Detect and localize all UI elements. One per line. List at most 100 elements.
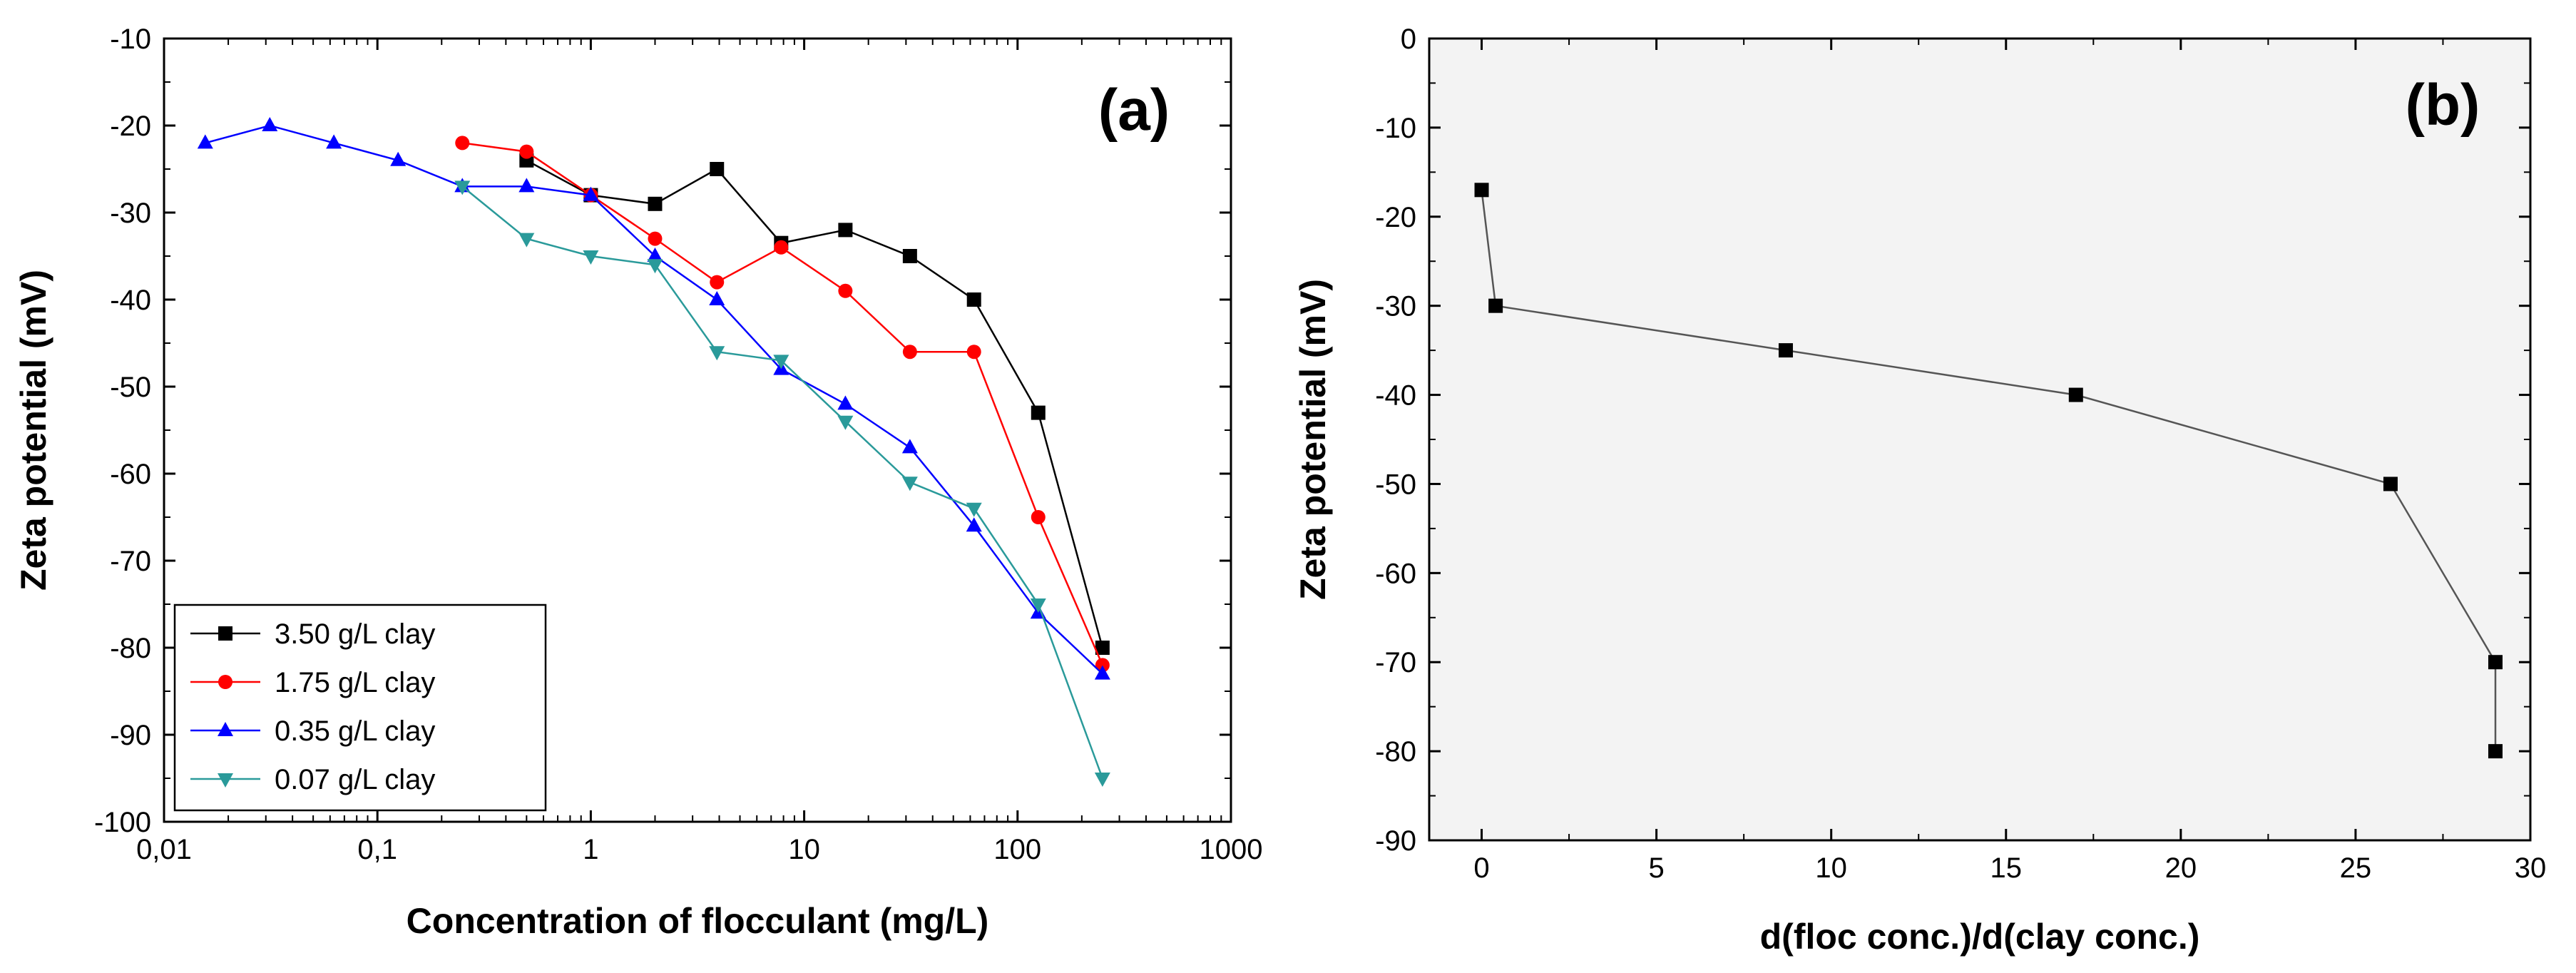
x-tick-label: 10 bbox=[788, 834, 820, 865]
data-point bbox=[648, 196, 663, 211]
data-point bbox=[1095, 641, 1110, 655]
data-point bbox=[1094, 665, 1110, 680]
legend-marker bbox=[218, 722, 233, 736]
y-tick-label: -20 bbox=[1375, 202, 1416, 233]
panel-b-label: (b) bbox=[2406, 73, 2480, 138]
data-point bbox=[773, 355, 789, 370]
data-point bbox=[455, 136, 470, 151]
data-point bbox=[326, 134, 342, 149]
x-tick-label: 100 bbox=[993, 834, 1041, 865]
data-point bbox=[902, 249, 917, 263]
data-point bbox=[1488, 298, 1503, 313]
data-point bbox=[648, 231, 663, 246]
data-point bbox=[1030, 598, 1046, 613]
data-point bbox=[902, 345, 917, 360]
data-point bbox=[838, 223, 853, 238]
data-point bbox=[901, 439, 918, 454]
y-tick-label: -90 bbox=[110, 720, 151, 751]
data-point bbox=[966, 502, 982, 517]
y-tick-label: -50 bbox=[1375, 469, 1416, 500]
legend-entry-3: 0.07 g/L clay bbox=[190, 764, 435, 795]
panel-a-chart: -100 -90 -80 -70 -60 -50 -40 -30 -20 -10 0,01 0,1 1… bbox=[14, 24, 1263, 941]
data-point bbox=[2068, 387, 2083, 402]
data-point bbox=[262, 117, 278, 131]
x-tick-label: 0,01 bbox=[136, 834, 192, 865]
data-point bbox=[583, 186, 599, 201]
panel-a-frame bbox=[163, 37, 1232, 823]
series-1 bbox=[455, 136, 1110, 673]
data-point bbox=[1095, 658, 1110, 673]
y-tick-label: -40 bbox=[1375, 380, 1416, 412]
data-point bbox=[1031, 510, 1046, 524]
legend-label: 3.50 g/L clay bbox=[275, 618, 435, 650]
x-tick-label: 5 bbox=[1648, 852, 1664, 884]
data-point bbox=[454, 180, 471, 195]
panel-b-plot-area bbox=[1429, 39, 2530, 840]
data-point bbox=[2488, 744, 2503, 759]
legend-marker bbox=[218, 773, 233, 788]
data-point bbox=[838, 283, 853, 298]
x-tick-label: 0,1 bbox=[357, 834, 397, 865]
y-tick-label: -80 bbox=[110, 633, 151, 664]
y-tick-label: -10 bbox=[110, 24, 151, 55]
y-tick-label: 0 bbox=[1401, 24, 1416, 55]
series-0 bbox=[1474, 183, 2503, 759]
data-point bbox=[583, 250, 599, 265]
data-point bbox=[390, 151, 407, 166]
y-tick-label: -70 bbox=[110, 546, 151, 577]
x-tick-label: 1000 bbox=[1200, 834, 1263, 865]
data-point bbox=[2383, 477, 2398, 491]
data-point bbox=[518, 178, 535, 193]
series-line bbox=[526, 159, 1104, 648]
data-point bbox=[1778, 343, 1793, 358]
y-tick-label: -100 bbox=[94, 807, 151, 838]
series-3 bbox=[454, 180, 1110, 787]
panel-b-x-axis-title: d(floc conc.)/d(clay conc.) bbox=[1760, 917, 2200, 957]
data-point bbox=[1031, 405, 1046, 420]
data-point bbox=[710, 275, 725, 290]
panel-a-x-axis-title: Concentration of flocculant (mg/L) bbox=[407, 901, 989, 941]
panel-b-frame bbox=[1428, 37, 2532, 842]
data-point bbox=[647, 259, 663, 274]
panel-b-y-axis-title: Zeta potential (mV) bbox=[1293, 279, 1333, 600]
y-tick-label: -30 bbox=[1375, 291, 1416, 322]
legend-marker bbox=[218, 626, 232, 641]
y-tick-label: -30 bbox=[110, 198, 151, 229]
y-tick-label: -50 bbox=[110, 372, 151, 403]
legend-entry-1: 1.75 g/L clay bbox=[190, 667, 435, 698]
x-tick-label: 0 bbox=[1473, 852, 1489, 884]
data-point bbox=[518, 233, 535, 248]
y-tick-label: -10 bbox=[1375, 113, 1416, 144]
panel-b-series bbox=[1474, 183, 2503, 759]
data-point bbox=[2488, 655, 2503, 670]
x-tick-label: 20 bbox=[2165, 852, 2197, 884]
x-tick-label: 30 bbox=[2515, 852, 2547, 884]
legend-label: 0.07 g/L clay bbox=[275, 764, 435, 795]
y-tick-label: -80 bbox=[1375, 736, 1416, 768]
panel-b-chart: -90 -80 -70 -60 -50 -40 -30 -20 -10 0 0 5 10 15 20 25 3… bbox=[1293, 24, 2547, 957]
data-point bbox=[966, 345, 981, 360]
y-tick-label: -40 bbox=[110, 285, 151, 316]
x-tick-label: 1 bbox=[583, 834, 598, 865]
y-tick-label: -60 bbox=[110, 459, 151, 490]
legend-label: 1.75 g/L clay bbox=[275, 667, 435, 698]
y-tick-label: -70 bbox=[1375, 647, 1416, 678]
panel-a-legend: 3.50 g/L clay 1.75 g/L clay 0.35 g/L clay 0… bbox=[173, 603, 547, 812]
data-point bbox=[837, 415, 854, 430]
data-point bbox=[709, 346, 725, 361]
data-point bbox=[519, 144, 534, 159]
panel-a-y-ticks: -100 -90 -80 -70 -60 -50 -40 -30 -20 -10 bbox=[94, 24, 1231, 838]
data-point bbox=[966, 292, 981, 307]
data-point bbox=[966, 517, 982, 532]
panel-a-label: (a) bbox=[1098, 78, 1170, 143]
legend-label: 0.35 g/L clay bbox=[275, 715, 435, 747]
x-tick-label: 10 bbox=[1815, 852, 1847, 884]
data-point bbox=[710, 162, 725, 176]
panel-b-y-ticks: -90 -80 -70 -60 -50 -40 -30 -20 -10 0 bbox=[1375, 24, 2530, 857]
data-point bbox=[647, 248, 663, 262]
x-tick-label: 15 bbox=[1990, 852, 2023, 884]
legend-entry-0: 3.50 g/L clay bbox=[190, 618, 435, 650]
y-tick-label: -90 bbox=[1375, 825, 1416, 857]
data-point bbox=[774, 240, 789, 255]
data-point bbox=[1094, 773, 1110, 787]
